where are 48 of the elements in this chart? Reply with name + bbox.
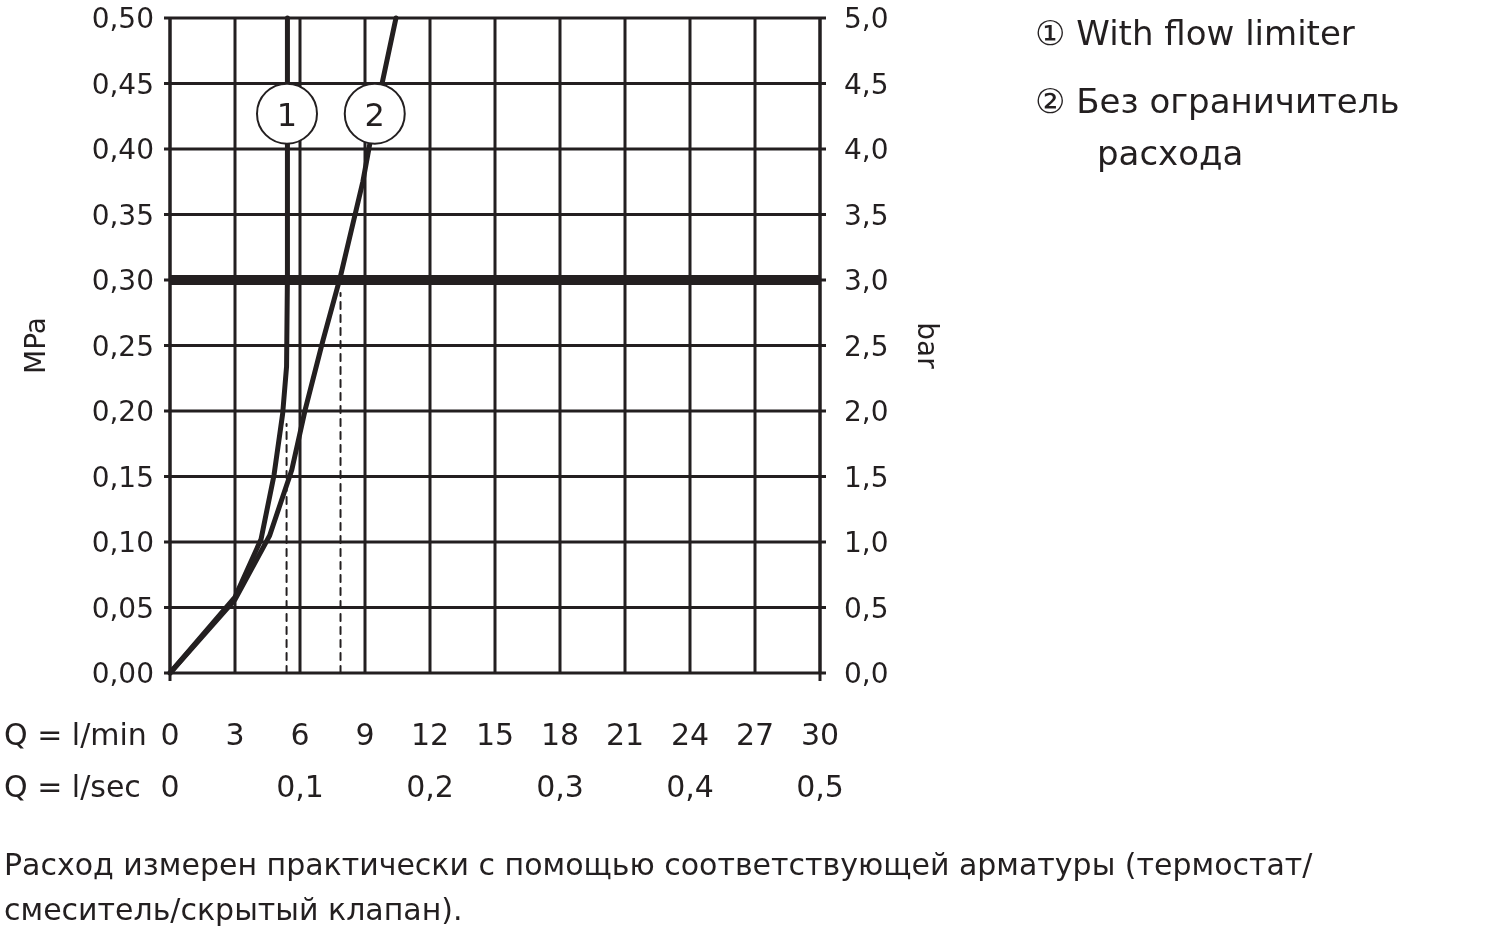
y-tick-label: 0,20	[91, 395, 154, 428]
y2-tick-label: 3,5	[844, 198, 889, 232]
x2-tick-label: 0,2	[406, 769, 454, 804]
x2-tick-label: 0	[160, 769, 180, 804]
y2-tick-label: 5,0	[844, 2, 889, 35]
y2-tick-label: 0,0	[844, 657, 889, 690]
text: ② Без ограничитель расхода	[1035, 81, 1400, 173]
y2-tick-label: 4,0	[844, 133, 889, 166]
x2-axis-title: Q = l/sec	[4, 769, 141, 804]
x-axis-title: Q = l/min	[4, 717, 147, 752]
y-axis-title: MPa	[19, 317, 52, 374]
x-tick-label: 21	[605, 717, 645, 752]
y-tick-label: 0,15	[91, 460, 154, 494]
y2-tick-label: 4,5	[844, 67, 889, 101]
x-tick-label: 9	[355, 717, 375, 752]
annotation: 1	[276, 95, 298, 134]
annotation: 2	[364, 95, 385, 134]
x-tick-label: 0	[160, 717, 180, 752]
y-tick-label: 0,00	[91, 657, 154, 690]
text: ① With flow limiter	[1035, 13, 1355, 53]
y2-tick-label: 1,0	[844, 526, 889, 559]
y-tick-label: 0,30	[91, 264, 154, 297]
y-tick-label: 0,45	[91, 67, 154, 101]
x-tick-label: 15	[475, 717, 515, 752]
x-tick-label: 6	[290, 717, 310, 752]
y2-axis-title: bar	[911, 322, 944, 370]
y-tick-label: 0,25	[91, 329, 154, 363]
text: Расход измерен практически с помощью соответствующей арматуры (термостат/ смеситель/скрытый клапан).	[4, 847, 1314, 927]
x-tick-label: 30	[800, 717, 840, 752]
x-tick-label: 27	[735, 717, 775, 752]
x2-tick-label: 0,4	[666, 769, 714, 804]
y-tick-label: 0,35	[91, 198, 154, 232]
y2-tick-label: 2,0	[844, 395, 889, 428]
y2-tick-label: 3,0	[844, 264, 889, 297]
y2-tick-label: 2,5	[844, 329, 889, 363]
x2-tick-label: 0,3	[536, 769, 584, 804]
x2-tick-label: 0,1	[276, 769, 324, 804]
y-tick-label: 0,10	[91, 526, 154, 559]
y-tick-label: 0,05	[91, 591, 154, 625]
y2-tick-label: 0,5	[844, 591, 889, 625]
x-tick-label: 24	[670, 717, 710, 752]
x-tick-label: 3	[225, 717, 245, 752]
y-tick-label: 0,50	[91, 2, 154, 35]
y-tick-label: 0,40	[91, 133, 154, 166]
x2-tick-label: 0,5	[796, 769, 844, 804]
y2-tick-label: 1,5	[844, 460, 889, 494]
x-tick-label: 12	[410, 717, 450, 752]
x-tick-label: 18	[540, 717, 580, 752]
